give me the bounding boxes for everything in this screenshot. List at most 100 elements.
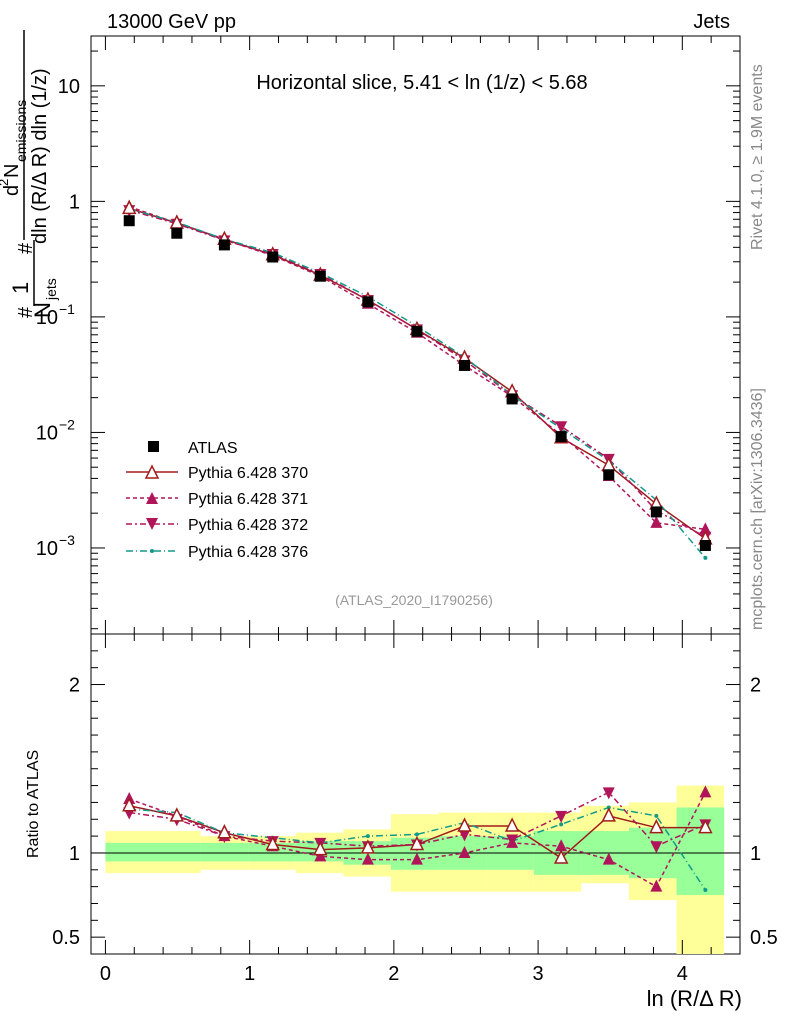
- ratio-series-2-point-9: [555, 839, 568, 852]
- ratio-series-4-point-6: [414, 832, 419, 837]
- band-inner-bin-1: [153, 842, 201, 862]
- ylabel-frac-den: N: [30, 302, 55, 318]
- band-inner-bin-0: [105, 842, 154, 862]
- main-series-line-3: [129, 209, 706, 538]
- ratio-series-1-point-3: [265, 835, 280, 851]
- ylabel-d2-sup: 2: [0, 179, 11, 186]
- x-tick-label: 3: [533, 963, 544, 985]
- x-tick-label: 2: [388, 963, 399, 985]
- ratio-y-tick-label-right: 1: [750, 843, 761, 865]
- plot-title: Horizontal slice, 5.41 < ln (1/z) < 5.68: [256, 72, 587, 94]
- ratio-series-group: [122, 785, 713, 892]
- ratio-series-1-point-8: [504, 817, 520, 832]
- ratio-series-1-point-12: [698, 819, 713, 834]
- ratio-axis-ticks: 0 1 2 3 4 2 2 1 1 0.5 0.5: [52, 634, 778, 985]
- band-inner-bin-3: [248, 842, 296, 862]
- rivet-version-label: Rivet 4.1.0, ≥ 1.9M events: [749, 64, 766, 250]
- legend-label-376: Pythia 6.428 376: [188, 544, 308, 561]
- ratio-series-1-point-9: [553, 849, 569, 864]
- ratio-series-2-point-5: [361, 852, 374, 865]
- main-series-3-point-9: [555, 421, 568, 434]
- main-series-0-point-1: [171, 227, 183, 239]
- legend-marker-376: [150, 549, 154, 553]
- ylabel-numerator-sub: emissions: [13, 100, 29, 162]
- y-tick-label: 10: [36, 422, 58, 444]
- legend-marker-371: [146, 492, 158, 504]
- ylabel-hash-1: #: [15, 306, 37, 318]
- ratio-series-2-point-10: [602, 852, 615, 865]
- ratio-uncertainty-bands: [91, 785, 740, 954]
- ratio-y-tick-label-left: 1: [69, 843, 80, 865]
- band-inner-bin-2: [200, 842, 249, 862]
- ratio-series-3-point-10: [602, 787, 615, 800]
- header-right: Jets: [693, 11, 730, 33]
- main-series-0-point-11: [650, 506, 662, 518]
- ylabel-numerator: N: [1, 164, 23, 178]
- legend-entry-371: Pythia 6.428 371: [126, 491, 308, 508]
- y-tick-label: 10: [36, 538, 58, 560]
- ratio-plot-frame: [90, 633, 741, 955]
- main-series-0-point-4: [314, 270, 326, 282]
- ratio-series-1-point-2: [217, 824, 232, 839]
- legend-marker-370: [144, 464, 160, 479]
- ratio-series-1-point-6: [409, 835, 425, 851]
- ratio-series-2-point-12: [699, 785, 712, 798]
- main-series-1-point-0: [122, 199, 137, 215]
- ratio-series-1-point-4: [313, 840, 328, 856]
- ratio-series-3-point-9: [555, 810, 568, 823]
- legend-label-372: Pythia 6.428 372: [188, 517, 308, 534]
- main-series-0-point-6: [411, 325, 423, 337]
- y-tick-label: 10: [36, 307, 58, 329]
- ratio-y-tick-label-left: 2: [69, 675, 80, 697]
- main-series-0-point-3: [267, 251, 279, 263]
- main-series-group: [122, 199, 713, 560]
- ratio-y-tick-label-right: 0.5: [750, 927, 778, 949]
- main-series-0-point-7: [459, 359, 471, 371]
- mcplots-reference-label: mcplots.cern.ch [arXiv:1306.3436]: [749, 388, 766, 630]
- ratio-y-axis-label: Ratio to ATLAS: [25, 750, 42, 858]
- x-tick-label: 1: [244, 963, 255, 985]
- legend-entry-376: Pythia 6.428 376: [126, 544, 308, 561]
- main-series-2-point-11: [650, 515, 663, 528]
- legend-label-371: Pythia 6.428 371: [188, 491, 308, 508]
- y-tick-exponent: −3: [59, 532, 75, 548]
- main-series-0-point-10: [603, 469, 615, 481]
- ylabel-d2: d: [1, 185, 23, 196]
- ratio-series-4-point-5: [365, 834, 370, 839]
- x-tick-label: 0: [100, 963, 111, 985]
- main-series-2-point-12: [699, 522, 712, 535]
- legend-label-370: Pythia 6.428 370: [188, 465, 308, 482]
- ylabel-frac-num: 1: [8, 282, 33, 294]
- y-axis-label: # 1 N jets # d 2 N emissions dln (R/Δ R)…: [0, 30, 59, 318]
- legend-label-atlas: ATLAS: [188, 440, 238, 457]
- ratio-series-4-point-11: [654, 813, 659, 818]
- ylabel-frac-den-sub: jets: [43, 278, 59, 301]
- main-series-0-point-0: [123, 215, 135, 227]
- y-tick-exponent: −2: [59, 416, 75, 432]
- main-series-0-point-5: [362, 296, 374, 308]
- legend-entry-atlas: ATLAS: [148, 440, 238, 457]
- y-tick-exponent: −1: [59, 301, 75, 317]
- ratio-y-tick-label-right: 2: [750, 675, 761, 697]
- legend-marker-372: [146, 518, 158, 530]
- ratio-series-1-point-0: [122, 797, 137, 812]
- ratio-series-3-point-11: [650, 841, 663, 854]
- x-axis-label: ln (R/Δ R): [647, 986, 742, 1011]
- main-series-line-1: [128, 207, 706, 540]
- analysis-tag: (ATLAS_2020_I1790256): [335, 592, 493, 608]
- ratio-series-2-point-7: [458, 845, 471, 858]
- main-series-0-point-9: [555, 431, 567, 443]
- ratio-series-1-point-1: [169, 807, 185, 822]
- legend-entry-372: Pythia 6.428 372: [126, 517, 308, 534]
- ratio-series-4-point-12: [703, 888, 708, 892]
- main-series-0-point-2: [218, 239, 230, 251]
- ylabel-hash-2: #: [15, 242, 37, 254]
- ratio-series-1-point-10: [601, 807, 616, 822]
- ratio-series-1-point-7: [457, 817, 472, 832]
- legend-entry-370: Pythia 6.428 370: [126, 464, 308, 482]
- ratio-series-4-point-9: [559, 822, 564, 827]
- x-tick-label: 4: [677, 963, 688, 985]
- main-series-0-point-8: [506, 393, 518, 405]
